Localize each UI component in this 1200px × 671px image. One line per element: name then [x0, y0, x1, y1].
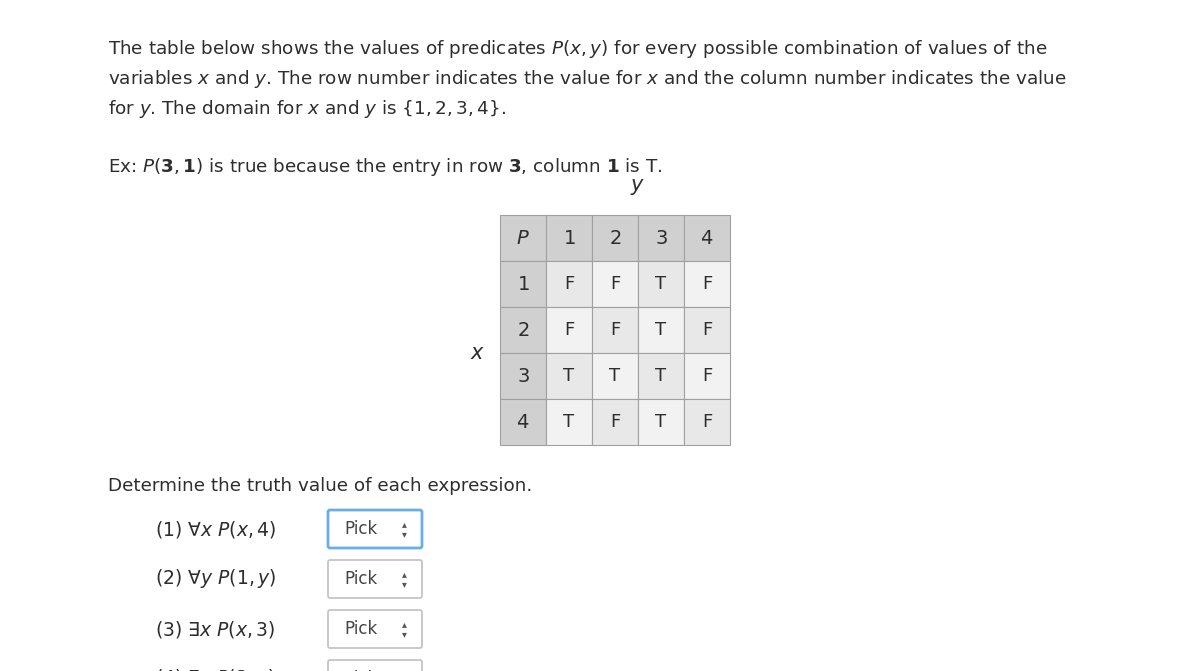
Bar — [684, 215, 730, 261]
Bar — [638, 399, 684, 445]
Text: Pick: Pick — [344, 570, 377, 588]
Bar — [546, 215, 592, 261]
Text: The table below shows the values of predicates $P(x, y)$ for every possible comb: The table below shows the values of pred… — [108, 38, 1048, 60]
Text: F: F — [564, 275, 574, 293]
Text: F: F — [702, 321, 712, 339]
Text: $2$: $2$ — [517, 321, 529, 340]
Text: F: F — [610, 413, 620, 431]
Bar — [546, 307, 592, 353]
Text: Determine the truth value of each expression.: Determine the truth value of each expres… — [108, 477, 533, 495]
FancyBboxPatch shape — [328, 660, 422, 671]
Text: (4) $\exists y\ P(3, y)$: (4) $\exists y\ P(3, y)$ — [155, 668, 276, 671]
FancyBboxPatch shape — [328, 510, 422, 548]
Bar — [638, 215, 684, 261]
Bar — [592, 307, 638, 353]
Text: ▴: ▴ — [402, 519, 407, 529]
Bar — [684, 261, 730, 307]
Text: F: F — [702, 367, 712, 385]
Text: $4$: $4$ — [516, 413, 529, 431]
Text: T: T — [655, 413, 666, 431]
Text: ▾: ▾ — [402, 579, 407, 589]
Text: (1) $\forall x\ P(x, 4)$: (1) $\forall x\ P(x, 4)$ — [155, 519, 276, 539]
Text: F: F — [702, 413, 712, 431]
Bar — [546, 399, 592, 445]
Text: Ex: $P(\mathbf{3}, \mathbf{1})$ is true because the entry in row $\mathbf{3}$, c: Ex: $P(\mathbf{3}, \mathbf{1})$ is true … — [108, 156, 662, 178]
Text: T: T — [610, 367, 620, 385]
Bar — [638, 307, 684, 353]
Text: Pick: Pick — [344, 620, 377, 638]
FancyBboxPatch shape — [328, 610, 422, 648]
Bar — [592, 261, 638, 307]
Text: F: F — [610, 275, 620, 293]
Bar — [500, 307, 546, 353]
Text: ▾: ▾ — [402, 529, 407, 539]
FancyBboxPatch shape — [328, 560, 422, 598]
Text: T: T — [564, 367, 575, 385]
Text: ▾: ▾ — [402, 629, 407, 639]
Bar — [592, 215, 638, 261]
Text: (3) $\exists x\ P(x, 3)$: (3) $\exists x\ P(x, 3)$ — [155, 619, 276, 639]
Bar — [684, 399, 730, 445]
Bar — [500, 261, 546, 307]
Text: T: T — [655, 367, 666, 385]
Text: $3$: $3$ — [516, 366, 529, 386]
Text: F: F — [702, 275, 712, 293]
Bar — [546, 353, 592, 399]
Text: $x$: $x$ — [470, 343, 486, 363]
Bar — [592, 399, 638, 445]
Bar — [684, 353, 730, 399]
Text: $4$: $4$ — [701, 229, 714, 248]
Text: F: F — [564, 321, 574, 339]
Text: variables $x$ and $y$. The row number indicates the value for $x$ and the column: variables $x$ and $y$. The row number in… — [108, 68, 1067, 90]
Text: Pick: Pick — [344, 520, 377, 538]
Bar — [500, 215, 546, 261]
Text: (2) $\forall y\ P(1, y)$: (2) $\forall y\ P(1, y)$ — [155, 568, 276, 590]
Text: $P$: $P$ — [516, 229, 530, 248]
Bar — [638, 353, 684, 399]
Bar — [638, 261, 684, 307]
Bar — [500, 353, 546, 399]
Text: Pick: Pick — [344, 670, 377, 671]
Text: T: T — [655, 275, 666, 293]
Text: ▴: ▴ — [402, 669, 407, 671]
Bar — [684, 307, 730, 353]
Text: $2$: $2$ — [608, 229, 622, 248]
Text: T: T — [564, 413, 575, 431]
Text: ▴: ▴ — [402, 569, 407, 579]
Text: $1$: $1$ — [517, 274, 529, 293]
Bar — [592, 353, 638, 399]
Bar — [500, 399, 546, 445]
Text: F: F — [610, 321, 620, 339]
Text: $1$: $1$ — [563, 229, 575, 248]
Text: ▴: ▴ — [402, 619, 407, 629]
Text: $y$: $y$ — [630, 177, 646, 197]
Text: T: T — [655, 321, 666, 339]
Bar — [546, 261, 592, 307]
Text: for $y$. The domain for $x$ and $y$ is $\{1, 2, 3, 4\}$.: for $y$. The domain for $x$ and $y$ is $… — [108, 98, 506, 120]
Text: $3$: $3$ — [654, 229, 667, 248]
